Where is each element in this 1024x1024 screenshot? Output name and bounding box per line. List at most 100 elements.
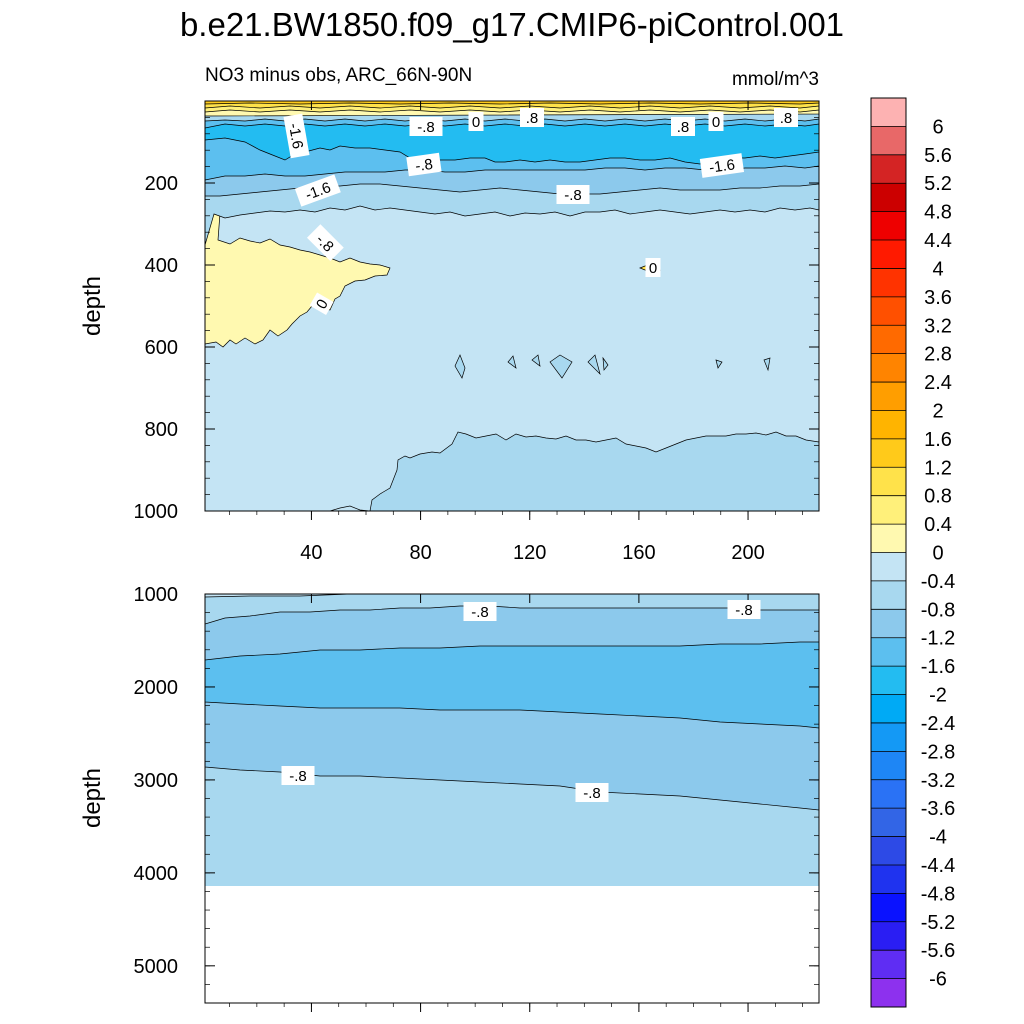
colorbar-label: -1.2 <box>921 628 955 650</box>
contour-label-text: .8 <box>526 110 539 127</box>
colorbar-label: 4 <box>932 258 943 280</box>
lower-y-axis-label: depth <box>79 768 106 828</box>
contour-label-bg <box>468 112 484 131</box>
colorbar-label: -4.4 <box>921 855 955 877</box>
colorbar-label: 1.2 <box>924 457 952 479</box>
colorbar-swatch <box>871 240 906 269</box>
colorbar-label: 5.6 <box>924 145 952 167</box>
upper-deep-contour-left <box>329 505 371 511</box>
colorbar: 6 5.6 5.2 4.8 4.4 4 3.6 3.2 2.8 2.4 2 1.6 1.2 0.8 0.4 0… <box>870 97 955 1008</box>
upper-y-axis-label: depth <box>79 276 106 336</box>
colorbar-frame <box>870 97 907 1008</box>
y-tick-label: 3000 <box>134 770 179 792</box>
contour-label: .8 <box>520 108 544 127</box>
upper-patch <box>602 356 609 371</box>
colorbar-swatch <box>871 382 906 411</box>
upper-patch <box>763 357 771 372</box>
lower-panel <box>205 594 819 1003</box>
contour-label-text: -.8 <box>471 604 489 621</box>
colorbar-swatch <box>871 296 906 326</box>
upper-positive-blob <box>205 210 391 348</box>
colorbar-swatch <box>871 950 906 980</box>
upper-patch <box>507 355 517 369</box>
contour-label: -.8 <box>575 783 609 802</box>
colorbar-label: 4.4 <box>924 230 952 252</box>
contour-label-text: -.8 <box>417 119 435 136</box>
y-tick-label: 1000 <box>134 584 179 606</box>
contour-label: 0 <box>645 258 661 277</box>
colorbar-label: 3.6 <box>924 287 952 309</box>
contour-label: -1.6 <box>283 113 310 159</box>
contour-label-bg <box>281 766 315 785</box>
colorbar-label: -3.2 <box>921 770 955 792</box>
y-tick-label: 2000 <box>134 677 179 699</box>
colorbar-swatch <box>871 779 906 809</box>
contour-label: -.8 <box>727 600 761 619</box>
contour-label-bg <box>406 152 442 177</box>
upper-plot-frame <box>204 100 820 512</box>
colorbar-swatch <box>871 98 906 127</box>
colorbar-label: 6 <box>932 116 943 138</box>
upper-band-1.2 <box>205 101 819 105</box>
x-tick-label: 80 <box>409 542 431 564</box>
contour-label: 0 <box>708 112 724 131</box>
colorbar-label: 0.4 <box>924 514 952 536</box>
colorbar-swatch <box>871 808 906 838</box>
colorbar-swatch <box>871 495 906 525</box>
colorbar-label: -1.6 <box>921 656 955 678</box>
contour-label-bg <box>671 117 695 136</box>
colorbar-swatch <box>871 694 906 724</box>
contour-label-bg <box>283 113 310 159</box>
contour-label: .8 <box>774 108 798 127</box>
colorbar-swatch <box>871 325 906 355</box>
contour-label-bg <box>575 783 609 802</box>
colorbar-label: -2 <box>929 685 947 707</box>
colorbar-swatch <box>871 353 906 383</box>
colorbar-swatch <box>871 268 906 298</box>
chart-subtitle-left: NO3 minus obs, ARC_66N-90N <box>205 65 472 86</box>
colorbar-swatch <box>871 126 906 156</box>
contour-label-bg <box>463 602 497 621</box>
contour-label: -.8 <box>556 185 590 204</box>
y-tick-label: 600 <box>145 337 178 359</box>
colorbar-swatch <box>871 637 906 667</box>
chart-title: b.e21.BW1850.f09_g17.CMIP6-piControl.001 <box>180 6 844 43</box>
upper-patch <box>587 354 601 376</box>
colorbar-swatch <box>871 524 906 553</box>
colorbar-label: -4 <box>929 827 947 849</box>
contour-label-text: -1.6 <box>708 156 736 176</box>
contour-label: -.8 <box>409 117 443 136</box>
colorbar-swatch <box>871 722 906 752</box>
contour-label-bg <box>645 258 661 277</box>
colorbar-label: -2.4 <box>921 713 955 735</box>
lower-band-neg1.2-top <box>205 594 819 661</box>
contour-label: -.8 <box>406 152 442 177</box>
x-tick-label: 120 <box>513 542 546 564</box>
colorbar-label: -0.4 <box>921 571 955 593</box>
upper-patch <box>715 359 723 369</box>
y-tick-label: 1000 <box>134 501 179 523</box>
upper-patch <box>454 354 466 379</box>
colorbar-label: -3.6 <box>921 798 955 820</box>
colorbar-label: 3.2 <box>924 315 952 337</box>
contour-label: .8 <box>671 117 695 136</box>
colorbar-label: -5.6 <box>921 940 955 962</box>
contour-label-bg <box>699 153 745 178</box>
colorbar-swatch <box>871 836 906 866</box>
lower-band-neg0.8-top <box>205 594 819 625</box>
y-tick-label: 800 <box>145 419 178 441</box>
colorbar-label: 0.8 <box>924 486 952 508</box>
colorbar-swatch <box>871 666 906 696</box>
colorbar-swatch <box>871 552 906 582</box>
contour-label-bg <box>309 292 334 315</box>
contour-label-bg <box>294 174 341 207</box>
colorbar-label: -5.2 <box>921 912 955 934</box>
contour-label: 0 <box>309 292 334 315</box>
contour-label-text: -1.6 <box>285 122 306 150</box>
contour-label-bg <box>727 600 761 619</box>
contour-label-text: 0 <box>649 260 657 277</box>
contour-labels: -1.6.80.8-.8 0.8-.8 -1.6-1.6 -.8-.800-.8 -.8… <box>281 108 798 802</box>
contour-label-bg <box>409 117 443 136</box>
contour-label: 0 <box>468 112 484 131</box>
